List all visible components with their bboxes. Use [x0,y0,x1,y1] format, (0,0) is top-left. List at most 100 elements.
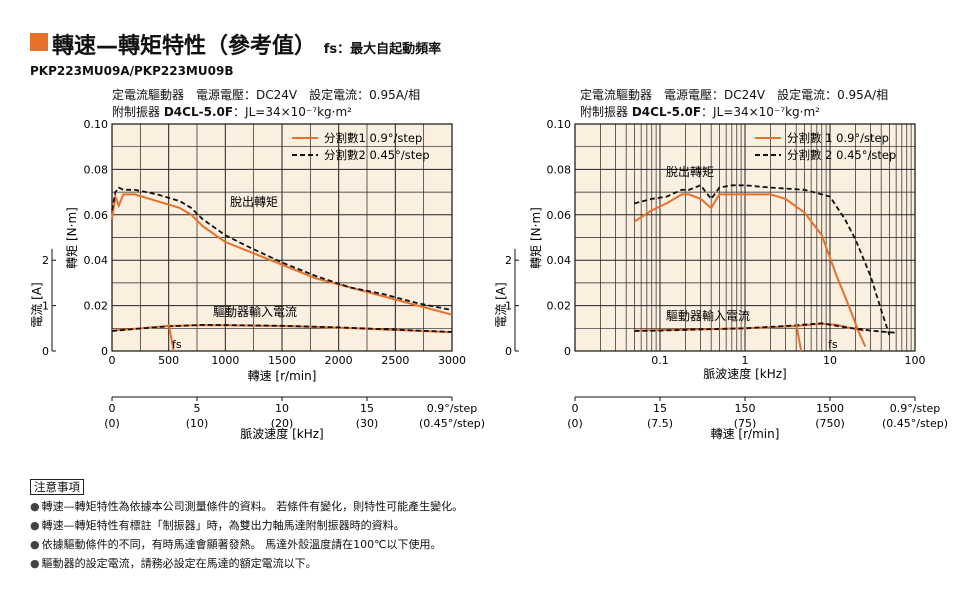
chart1-svg: 0 0.02 0.04 0.06 0.08 0.10 0 1 2 0 500 1000 1500 2000… [30,118,485,441]
x-tick-label: 2500 [381,354,409,367]
fs-marker [795,323,803,352]
chart1-annotation-fs: fs [172,338,182,351]
chart2-annotation-fs: fs [828,338,838,351]
x-tick-label: 10 [823,354,837,367]
notes-title: 注意事項 [30,479,84,495]
notes-section: 注意事項 轉速—轉矩特性為依據本公司測量條件的資料。 若條件有變化，則特性可能產… [30,478,463,573]
chart2-axes: 0 0.02 0.04 0.06 0.08 0.10 0 1 2 0.1 1 10 100 [505,118,926,367]
note-item: 依據驅動條件的不同，有時馬達會顯著發熱。 馬達外殼溫度請在100℃以下使用。 [30,535,463,554]
chart1-legend: 分割數1 0.9°/step 分割數2 0.45°/step [292,131,430,162]
chart1-series [111,186,453,352]
y-tick-label: 0 [101,345,108,358]
secondary-axis-tick-label: 10 [275,402,289,415]
note-item: 驅動器的設定電流，請務必設定在馬達的額定電流以下。 [30,554,463,573]
chart1-annotation-pullout-torque: 脫出轉矩 [230,194,278,209]
secondary-axis-tick-label: 0 [572,402,579,415]
secondary-axis-tick-label: 15 [360,402,374,415]
legend-label: 分割數2 0.45°/step [324,148,430,162]
y2-tick-label: 0 [505,345,512,358]
plot-frame [111,123,453,352]
chart1-annotation-input-current: 驅動器輸入電流 [213,304,297,319]
series-line [111,186,453,311]
chart1-y2-label: 電流 [A] [30,282,44,327]
x-tick-label: 0 [109,354,116,367]
secondary-axis-tick-label: 15 [653,402,667,415]
fs-marker [167,323,175,352]
note-item: 轉速—轉矩特性有標註「制振器」時，為雙出力軸馬達附制振器時的資料。 [30,516,463,535]
chart1-secondary-axis: 0 (0) 5 (10) 10 (20) 15 (30) 0.9°/step (0.45°/ste… [104,396,485,430]
y-tick-label: 0.04 [84,254,109,267]
y2-tick-label: 0 [42,345,49,358]
x-tick-label: 500 [158,354,179,367]
x-tick-label: 3000 [438,354,466,367]
chart2-secondary-axis: 0 (0) 15 (7.5) 150 (75) 1500 (750) 0.9°/step (0.4… [567,396,948,430]
secondary-axis-tick-label: 1500 [816,402,844,415]
secondary-axis-tick-label2: (75) [734,417,757,430]
secondary-axis-tick-label2: (30) [356,417,379,430]
y-tick-label: 0.04 [547,254,572,267]
y2-tick-label: 2 [505,254,512,267]
chart2-condition-line1: 定電流驅動器 電源電壓：DC24V 設定電流：0.95A/相 [580,88,889,102]
chart2-legend: 分割數 1 0.9°/step 分割數 2 0.45°/step [755,131,896,162]
secondary-axis-tick-label2: (0.45°/step) [882,417,948,430]
secondary-axis-tick-label: 150 [735,402,756,415]
x-tick-label: 2000 [325,354,353,367]
chart1-secondary-axis-label: 脈波速度 [kHz] [240,426,323,441]
chart1-grid [111,123,453,352]
chart2-svg: 0 0.02 0.04 0.06 0.08 0.10 0 1 2 0.1 1 10 100 分割數 1 … [494,118,948,441]
legend-label: 分割數 2 0.45°/step [787,148,896,162]
series-line [633,193,867,347]
chart2-y2-label: 電流 [A] [494,282,508,327]
secondary-axis-tick-label2: (7.5) [647,417,673,430]
page-title-suffix: fs：最大自起動頻率 [323,42,442,57]
y-tick-label: 0 [564,345,571,358]
x-tick-label: 1000 [211,354,239,367]
x-tick-label: 0.1 [651,354,669,367]
y-tick-label: 0.08 [547,163,572,176]
y-tick-label: 0.02 [84,300,109,313]
y2-tick-label: 1 [505,300,512,313]
chart2-x-label: 脈波速度 [kHz] [703,366,786,381]
chart2-secondary-axis-label: 轉速 [r/min] [711,427,780,441]
x-tick-label: 100 [905,354,926,367]
secondary-axis-tick-label: 0 [109,402,116,415]
chart1-y-label: 轉矩 [N·m] [65,207,79,269]
y-tick-label: 0.06 [547,209,572,222]
secondary-axis-tick-label2: (0) [104,417,120,430]
secondary-axis-tick-label: 0.9°/step [427,402,478,415]
legend-label: 分割數1 0.9°/step [324,131,422,145]
secondary-axis-tick-label2: (750) [815,417,845,430]
chart1-condition-line1: 定電流驅動器 電源電壓：DC24V 設定電流：0.95A/相 [112,88,421,102]
chart1-condition-line2: 附制振器 D4CL-5.0F：JL=34×10⁻⁷kg·m² [112,105,352,119]
y2-tick-label: 2 [42,254,49,267]
chart1-axes: 0 0.02 0.04 0.06 0.08 0.10 0 1 2 0 500 1000 1500 2000… [42,118,466,367]
secondary-axis-tick-label2: (0.45°/step) [419,417,485,430]
title-accent-square [30,33,48,51]
chart2-condition-line2: 附制振器 D4CL-5.0F：JL=34×10⁻⁷kg·m² [580,105,820,119]
chart2-series [633,184,897,352]
note-item: 轉速—轉矩特性為依據本公司測量條件的資料。 若條件有變化，則特性可能產生變化。 [30,497,464,516]
model-name: PKP223MU09A/PKP223MU09B [30,64,234,78]
y2-tick-label: 1 [42,300,49,313]
secondary-axis-tick-label2: (10) [186,417,209,430]
series-line [634,322,897,334]
y-tick-label: 0.06 [84,209,109,222]
chart1-conditions: 定電流驅動器 電源電壓：DC24V 設定電流：0.95A/相 附制振器 D4CL… [112,87,420,121]
chart1-x-label: 轉速 [r/min] [248,369,317,383]
secondary-axis-tick-label2: (20) [271,417,294,430]
legend-label: 分割數 1 0.9°/step [787,131,889,145]
secondary-axis-tick-label: 0.9°/step [890,402,941,415]
series-line [111,323,453,333]
y-tick-label: 0.10 [547,118,572,131]
y-tick-label: 0.10 [84,118,109,131]
y-tick-label: 0.08 [84,163,109,176]
page-title: 轉速—轉矩特性（參考值） fs：最大自起動頻率 [52,34,442,59]
chart2-grid [574,123,916,352]
x-tick-label: 1 [742,354,749,367]
chart2-annotation-pullout-torque: 脫出轉矩 [666,164,714,179]
plot-frame [574,123,916,352]
chart2-annotation-input-current: 驅動器輸入電流 [666,308,750,323]
secondary-axis-tick-label2: (0) [567,417,583,430]
secondary-axis-tick-label: 5 [194,402,201,415]
x-tick-label: 1500 [268,354,296,367]
